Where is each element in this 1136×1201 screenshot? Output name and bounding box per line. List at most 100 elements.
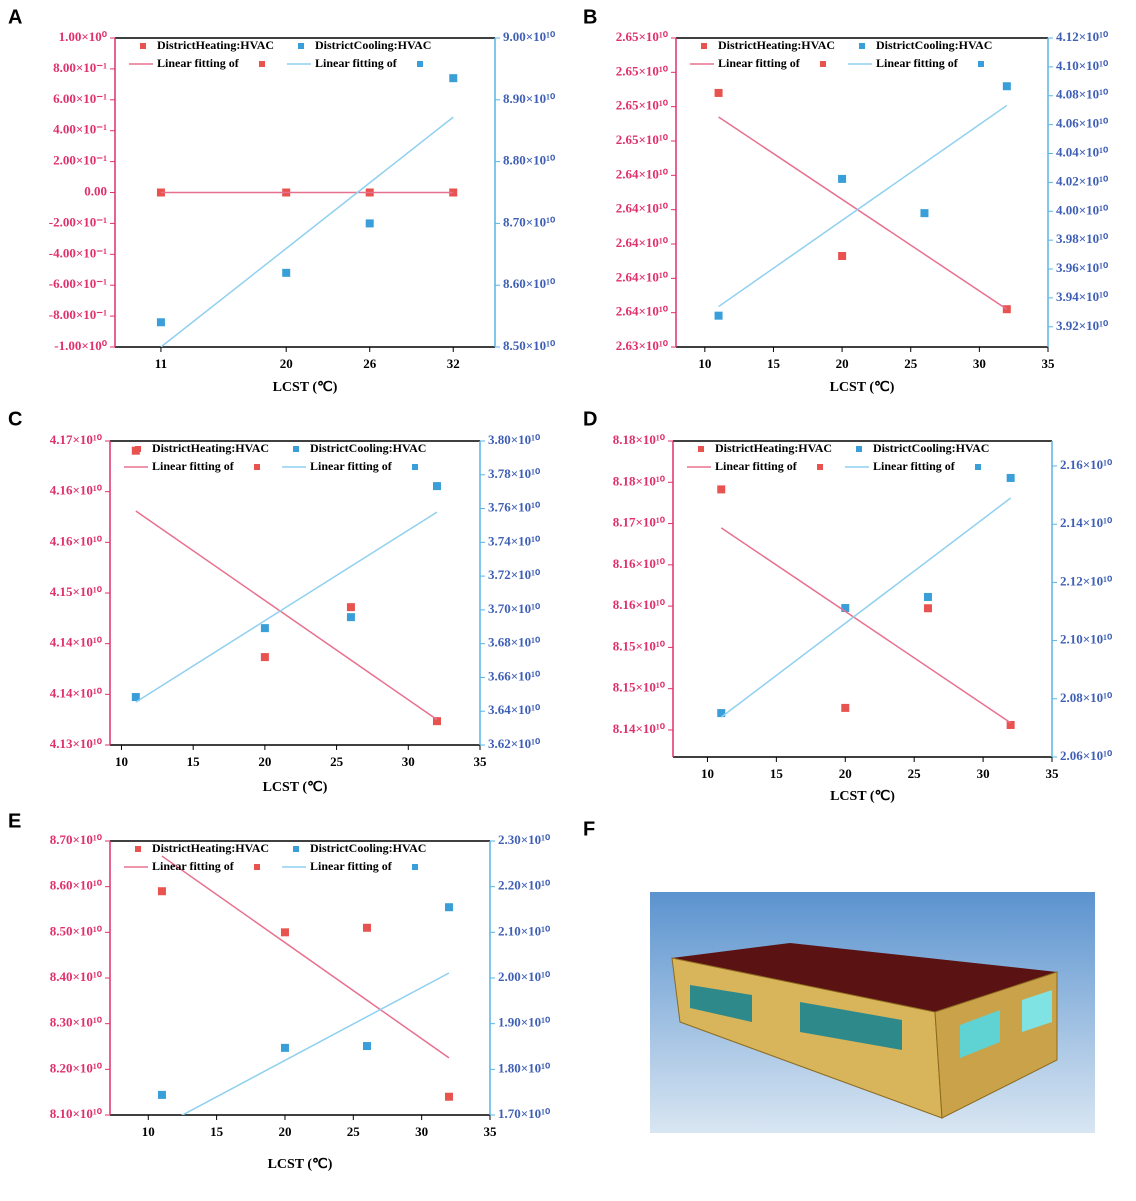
panel-label: D (583, 408, 597, 430)
x-tick-label: 25 (330, 754, 344, 769)
y2-tick-label: 3.98×10¹⁰ (1056, 231, 1109, 246)
legend-marker (298, 43, 304, 49)
plot-area (717, 474, 1014, 729)
y-tick-label: 4.14×10¹⁰ (50, 685, 103, 700)
legend-marker (293, 446, 299, 452)
building-image (650, 892, 1095, 1133)
legend-label: DistrictCooling:HVAC (876, 38, 992, 52)
marker (449, 74, 457, 82)
legend-label: Linear fitting of (310, 459, 393, 473)
y-tick-label: 2.64×10¹⁰ (616, 235, 669, 250)
marker (261, 624, 269, 632)
y-tick-label: 2.64×10¹⁰ (616, 269, 669, 284)
y-tick-label: 8.18×10¹⁰ (613, 432, 666, 447)
x-tick-label: 11 (155, 356, 167, 371)
figure: F A11202632-1.00×10⁰-8.00×10⁻¹-6.00×10⁻¹… (0, 0, 1136, 1201)
y2-tick-label: 3.92×10¹⁰ (1056, 318, 1109, 333)
x-tick-label: 20 (280, 356, 293, 371)
y2-tick-label: 2.00×10¹⁰ (498, 969, 551, 984)
y2-tick-label: 3.94×10¹⁰ (1056, 289, 1109, 304)
legend-marker (135, 446, 141, 452)
legend-label: DistrictCooling:HVAC (315, 38, 431, 52)
y2-tick-label: 3.76×10¹⁰ (488, 500, 541, 515)
legend-marker (856, 446, 862, 452)
y2-tick-label: 2.16×10¹⁰ (1060, 457, 1113, 472)
y2-tick-label: 8.80×10¹⁰ (503, 153, 556, 168)
x-axis-label: LCST (℃) (830, 789, 895, 804)
x-tick-label: 35 (474, 754, 488, 769)
fit-line (162, 973, 449, 1126)
fit-line (136, 512, 437, 702)
x-tick-label: 10 (115, 754, 128, 769)
y2-tick-label: 4.06×10¹⁰ (1056, 116, 1109, 131)
marker (157, 318, 165, 326)
y-tick-label: 4.16×10¹⁰ (50, 483, 103, 498)
y-tick-label: 8.40×10¹⁰ (50, 969, 103, 984)
x-axis-label: LCST (℃) (830, 380, 895, 395)
plot-area (715, 82, 1011, 319)
legend-label: Linear fitting of (310, 859, 393, 873)
y-tick-label: -2.00×10⁻¹ (49, 214, 107, 229)
marker (363, 1042, 371, 1050)
x-tick-label: 15 (767, 356, 781, 371)
legend-label: DistrictCooling:HVAC (310, 441, 426, 455)
y2-tick-label: 1.80×10¹⁰ (498, 1060, 551, 1075)
y-tick-label: 2.64×10¹⁰ (616, 304, 669, 319)
y-tick-label: 2.65×10¹⁰ (616, 29, 669, 44)
y2-tick-label: 2.14×10¹⁰ (1060, 515, 1113, 530)
panel-label: C (8, 408, 22, 430)
y-tick-label: 8.16×10¹⁰ (613, 556, 666, 571)
x-tick-label: 35 (1046, 766, 1060, 781)
y-tick-label: 1.00×10⁰ (59, 29, 108, 44)
legend-label: Linear fitting of (152, 459, 235, 473)
marker (347, 603, 355, 611)
y2-tick-label: 1.70×10¹⁰ (498, 1106, 551, 1121)
fit-line (721, 528, 1010, 723)
y-tick-label: -4.00×10⁻¹ (49, 245, 107, 260)
y-tick-label: 4.14×10¹⁰ (50, 635, 103, 650)
legend-label: DistrictHeating:HVAC (152, 441, 269, 455)
panel-label: A (8, 6, 22, 28)
marker (924, 604, 932, 612)
x-axis-label: LCST (℃) (268, 1157, 333, 1172)
y-tick-label: -1.00×10⁰ (54, 338, 107, 353)
y2-tick-label: 3.66×10¹⁰ (488, 668, 541, 683)
x-tick-label: 30 (402, 754, 415, 769)
y2-tick-label: 4.12×10¹⁰ (1056, 29, 1109, 44)
marker (445, 903, 453, 911)
legend-marker (140, 43, 146, 49)
legend-label: DistrictCooling:HVAC (310, 841, 426, 855)
plot-area (132, 447, 441, 725)
y-tick-label: 8.50×10¹⁰ (50, 923, 103, 938)
x-tick-label: 32 (447, 356, 460, 371)
y-tick-label: 2.63×10¹⁰ (616, 338, 669, 353)
y-tick-label: 8.00×10⁻¹ (53, 60, 107, 75)
marker (281, 928, 289, 936)
y-tick-label: 4.13×10¹⁰ (50, 736, 103, 751)
y2-tick-label: 4.08×10¹⁰ (1056, 87, 1109, 102)
legend-marker (978, 61, 984, 67)
y2-tick-label: 3.64×10¹⁰ (488, 702, 541, 717)
y-tick-label: 8.17×10¹⁰ (613, 515, 666, 530)
legend-label: Linear fitting of (152, 859, 235, 873)
panel-label: E (8, 810, 21, 832)
x-tick-label: 26 (363, 356, 377, 371)
marker (1003, 82, 1011, 90)
fit-line (162, 856, 449, 1058)
x-tick-label: 20 (839, 766, 852, 781)
marker (838, 252, 846, 260)
y-tick-label: 8.15×10¹⁰ (613, 680, 666, 695)
y2-tick-label: 3.68×10¹⁰ (488, 635, 541, 650)
legend-marker (701, 43, 707, 49)
y2-tick-label: 2.06×10¹⁰ (1060, 748, 1113, 763)
y-tick-label: -6.00×10⁻¹ (49, 276, 107, 291)
y-tick-label: 8.20×10¹⁰ (50, 1060, 103, 1075)
y2-tick-label: 8.60×10¹⁰ (503, 276, 556, 291)
marker (715, 89, 723, 97)
y-tick-label: 2.64×10¹⁰ (616, 166, 669, 181)
marker (363, 924, 371, 932)
y-tick-label: 8.16×10¹⁰ (613, 597, 666, 612)
legend-label: DistrictHeating:HVAC (718, 38, 835, 52)
y2-tick-label: 1.90×10¹⁰ (498, 1015, 551, 1030)
legend-marker (698, 446, 704, 452)
